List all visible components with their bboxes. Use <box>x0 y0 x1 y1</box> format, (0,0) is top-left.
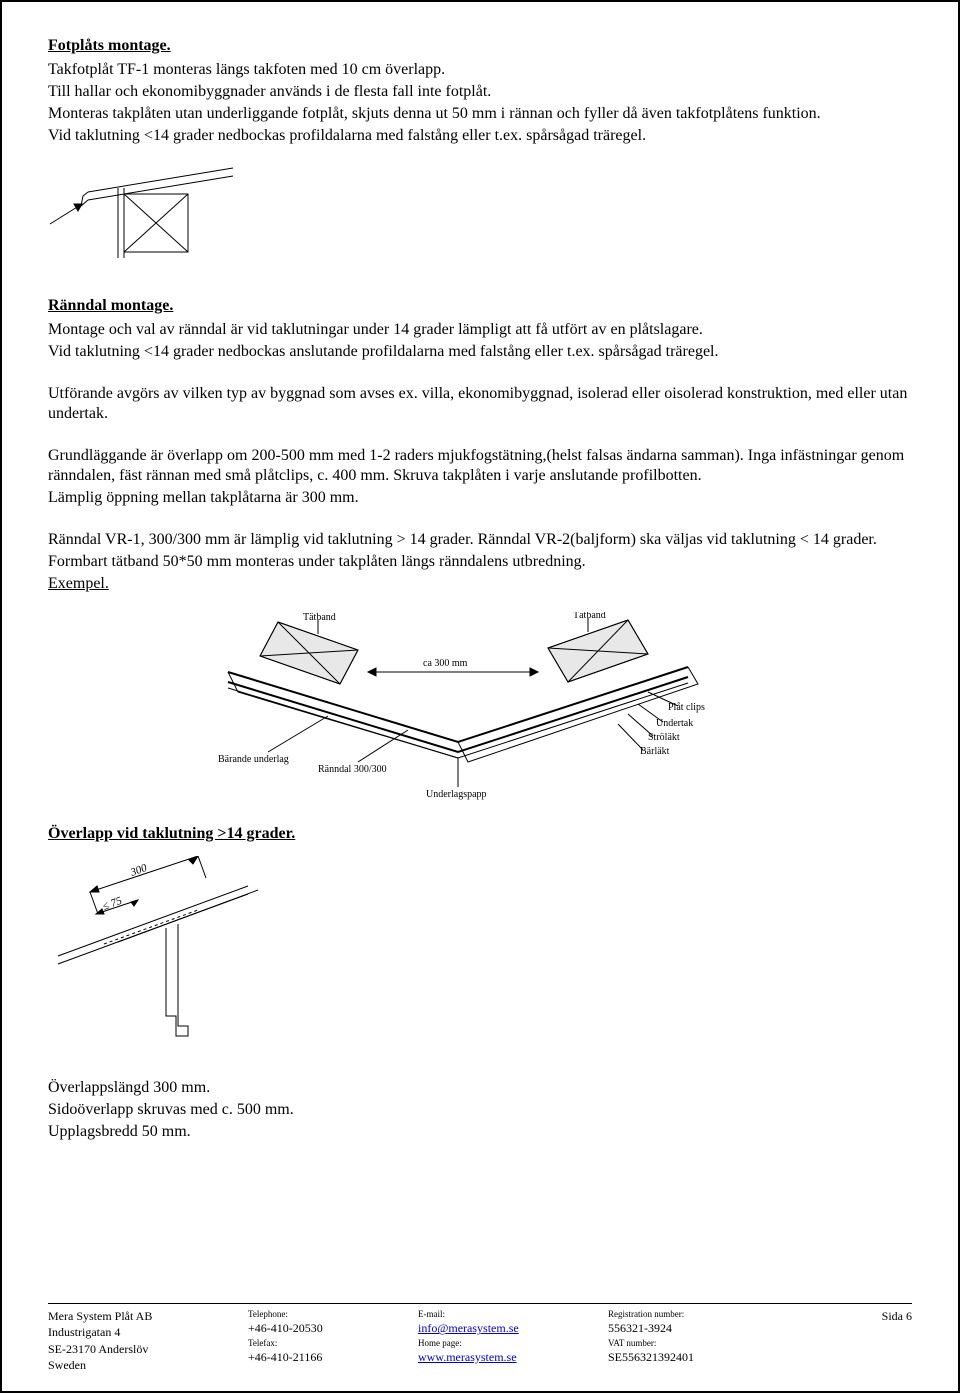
label: ≤ 75 <box>101 895 124 913</box>
label: Telephone: <box>248 1308 418 1320</box>
footer-col-reg: Registration number: 556321-3924 VAT num… <box>608 1308 778 1373</box>
page-number: Sida 6 <box>778 1308 912 1324</box>
text: Vid taklutning <14 grader nedbockas prof… <box>48 126 912 146</box>
text: Grundläggande är överlapp om 200-500 mm … <box>48 446 912 486</box>
text: Monteras takplåten utan underliggande fo… <box>48 104 912 124</box>
address-line: SE-23170 Anderslöv <box>48 1341 248 1357</box>
label: Undertak <box>656 718 693 729</box>
page-footer: Mera System Plåt AB Industrigatan 4 SE-2… <box>48 1303 912 1373</box>
text: Montage och val av ränndal är vid taklut… <box>48 320 912 340</box>
footer-col-page: Sida 6 <box>778 1308 912 1373</box>
company-name: Mera System Plåt AB <box>48 1308 248 1324</box>
label: 300 <box>128 862 149 879</box>
label: Plåt clips <box>668 702 705 713</box>
vat-number: SE556321392401 <box>608 1349 778 1365</box>
fotplat-svg <box>48 164 238 274</box>
text: Till hallar och ekonomibyggnader används… <box>48 82 912 102</box>
text: Lämplig öppning mellan takplåtarna är 30… <box>48 488 912 508</box>
footer-col-address: Mera System Plåt AB Industrigatan 4 SE-2… <box>48 1308 248 1373</box>
text: Utförande avgörs av vilken typ av byggna… <box>48 384 912 424</box>
exempel-label: Exempel. <box>48 574 912 594</box>
ranndal-svg: Tätband Tätband ca 300 mm Plåt clips Und… <box>208 612 708 802</box>
label: Registration number: <box>608 1308 778 1320</box>
section-overlapp-text: Överlappslängd 300 mm. Sidoöverlapp skru… <box>48 1078 912 1142</box>
label: Bärläkt <box>640 746 670 757</box>
text: Upplagsbredd 50 mm. <box>48 1122 912 1142</box>
label: Ströläkt <box>648 732 680 743</box>
label: Bärande underlag <box>218 754 289 765</box>
heading-fotplats: Fotplåts montage. <box>48 36 912 56</box>
footer-row: Mera System Plåt AB Industrigatan 4 SE-2… <box>48 1308 912 1373</box>
address-line: Industrigatan 4 <box>48 1324 248 1340</box>
text: Ränndal VR-1, 300/300 mm är lämplig vid … <box>48 530 912 550</box>
footer-rule <box>48 1303 912 1304</box>
text: Sidoöverlapp skruvas med c. 500 mm. <box>48 1100 912 1120</box>
label: Tätband <box>573 612 606 621</box>
footer-col-web: E-mail: info@merasystem.se Home page: ww… <box>418 1308 608 1373</box>
telefax: +46-410-21166 <box>248 1349 418 1365</box>
label: Tätband <box>303 612 336 623</box>
section-ranndal: Ränndal montage. Montage och val av ränn… <box>48 296 912 594</box>
figure-ranndal-diagram: Tätband Tätband ca 300 mm Plåt clips Und… <box>208 612 912 802</box>
email-link[interactable]: info@merasystem.se <box>418 1321 519 1335</box>
label: Home page: <box>418 1337 608 1349</box>
figure-overlapp-diagram: 300 ≤ 75 <box>48 856 912 1056</box>
homepage-link[interactable]: www.merasystem.se <box>418 1350 517 1364</box>
reg-number: 556321-3924 <box>608 1320 778 1336</box>
address-line: Sweden <box>48 1357 248 1373</box>
heading-overlapp: Överlapp vid taklutning >14 grader. <box>48 824 912 844</box>
text: Vid taklutning <14 grader nedbockas ansl… <box>48 342 912 362</box>
label: ca 300 mm <box>423 658 468 669</box>
telephone: +46-410-20530 <box>248 1320 418 1336</box>
page: Fotplåts montage. Takfotplåt TF-1 monter… <box>0 0 960 1393</box>
footer-col-phone: Telephone: +46-410-20530 Telefax: +46-41… <box>248 1308 418 1373</box>
section-fotplats: Fotplåts montage. Takfotplåt TF-1 monter… <box>48 36 912 146</box>
heading-ranndal: Ränndal montage. <box>48 296 912 316</box>
label: Telefax: <box>248 1337 418 1349</box>
label: VAT number: <box>608 1337 778 1349</box>
text: Formbart tätband 50*50 mm monteras under… <box>48 552 912 572</box>
text: Takfotplåt TF-1 monteras längs takfoten … <box>48 60 912 80</box>
text: Överlappslängd 300 mm. <box>48 1078 912 1098</box>
label: Ränndal 300/300 <box>318 764 387 775</box>
figure-fotplat-diagram <box>48 164 912 274</box>
label: E-mail: <box>418 1308 608 1320</box>
label: Underlagspapp <box>426 789 487 800</box>
overlapp-svg: 300 ≤ 75 <box>48 856 278 1056</box>
